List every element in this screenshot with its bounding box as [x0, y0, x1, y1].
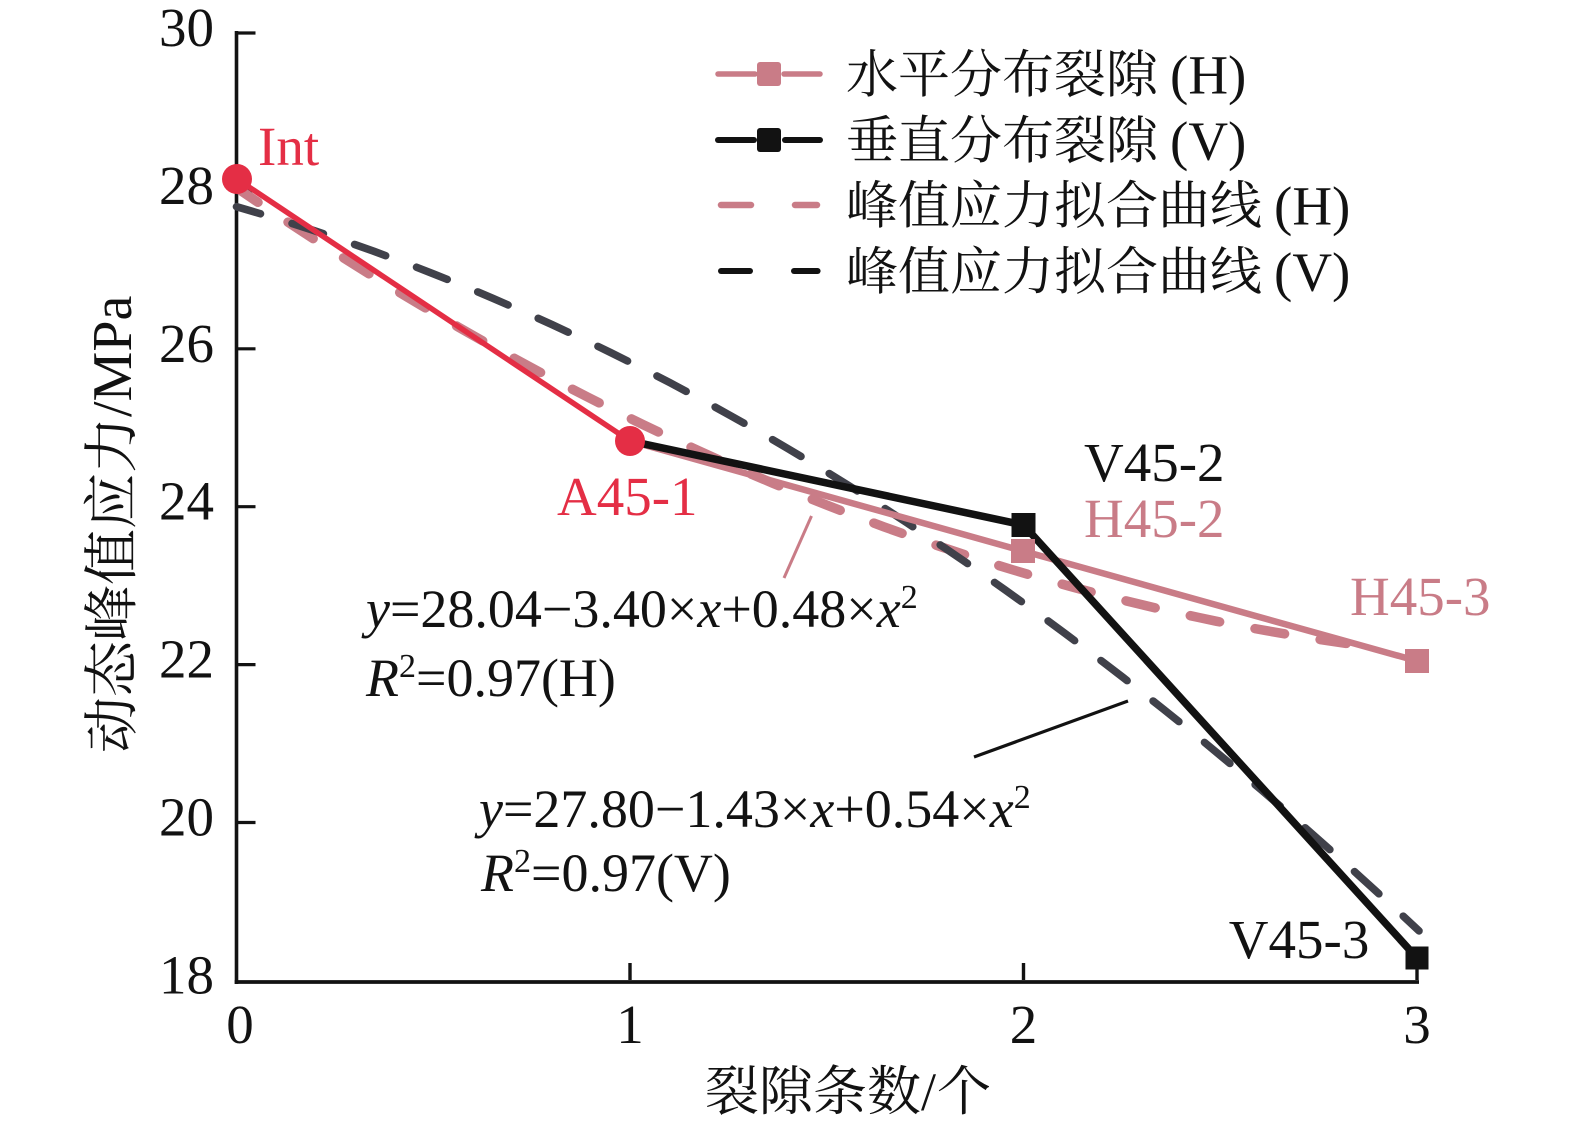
svg-text:0: 0: [226, 994, 254, 1055]
svg-text:(V): (V): [1274, 242, 1350, 303]
svg-text:30: 30: [159, 0, 214, 58]
svg-text:(H): (H): [1170, 45, 1246, 106]
svg-text:1: 1: [616, 994, 644, 1055]
svg-text:y=28.04−3.40×x+0.48×x2: y=28.04−3.40×x+0.48×x2: [361, 579, 918, 639]
svg-text:y=27.80−1.43×x+0.54×x2: y=27.80−1.43×x+0.54×x2: [474, 779, 1031, 839]
svg-text:22: 22: [159, 629, 214, 690]
svg-text:24: 24: [159, 471, 214, 532]
svg-text:(V): (V): [1170, 111, 1246, 172]
svg-text:R2=0.97(V): R2=0.97(V): [480, 843, 731, 903]
svg-text:R2=0.97(H): R2=0.97(H): [365, 648, 616, 708]
svg-text:18: 18: [159, 944, 214, 1005]
svg-text:V45-3: V45-3: [1229, 909, 1370, 970]
svg-text:(H): (H): [1274, 176, 1350, 237]
svg-text:H45-2: H45-2: [1084, 488, 1225, 549]
svg-text:A45-1: A45-1: [557, 466, 698, 527]
svg-text:H45-3: H45-3: [1350, 566, 1491, 627]
svg-text:2: 2: [1010, 994, 1038, 1055]
svg-text:26: 26: [159, 313, 214, 374]
svg-text:/: /: [921, 1062, 936, 1122]
svg-text:20: 20: [159, 787, 214, 848]
svg-text:3: 3: [1403, 994, 1431, 1055]
svg-text:28: 28: [159, 155, 214, 216]
svg-text:V45-2: V45-2: [1084, 432, 1225, 493]
svg-text:Int: Int: [258, 116, 319, 177]
svg-text:/MPa: /MPa: [82, 296, 144, 417]
